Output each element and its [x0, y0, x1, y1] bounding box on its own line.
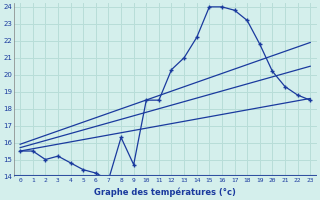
X-axis label: Graphe des températures (°c): Graphe des températures (°c) [94, 187, 236, 197]
